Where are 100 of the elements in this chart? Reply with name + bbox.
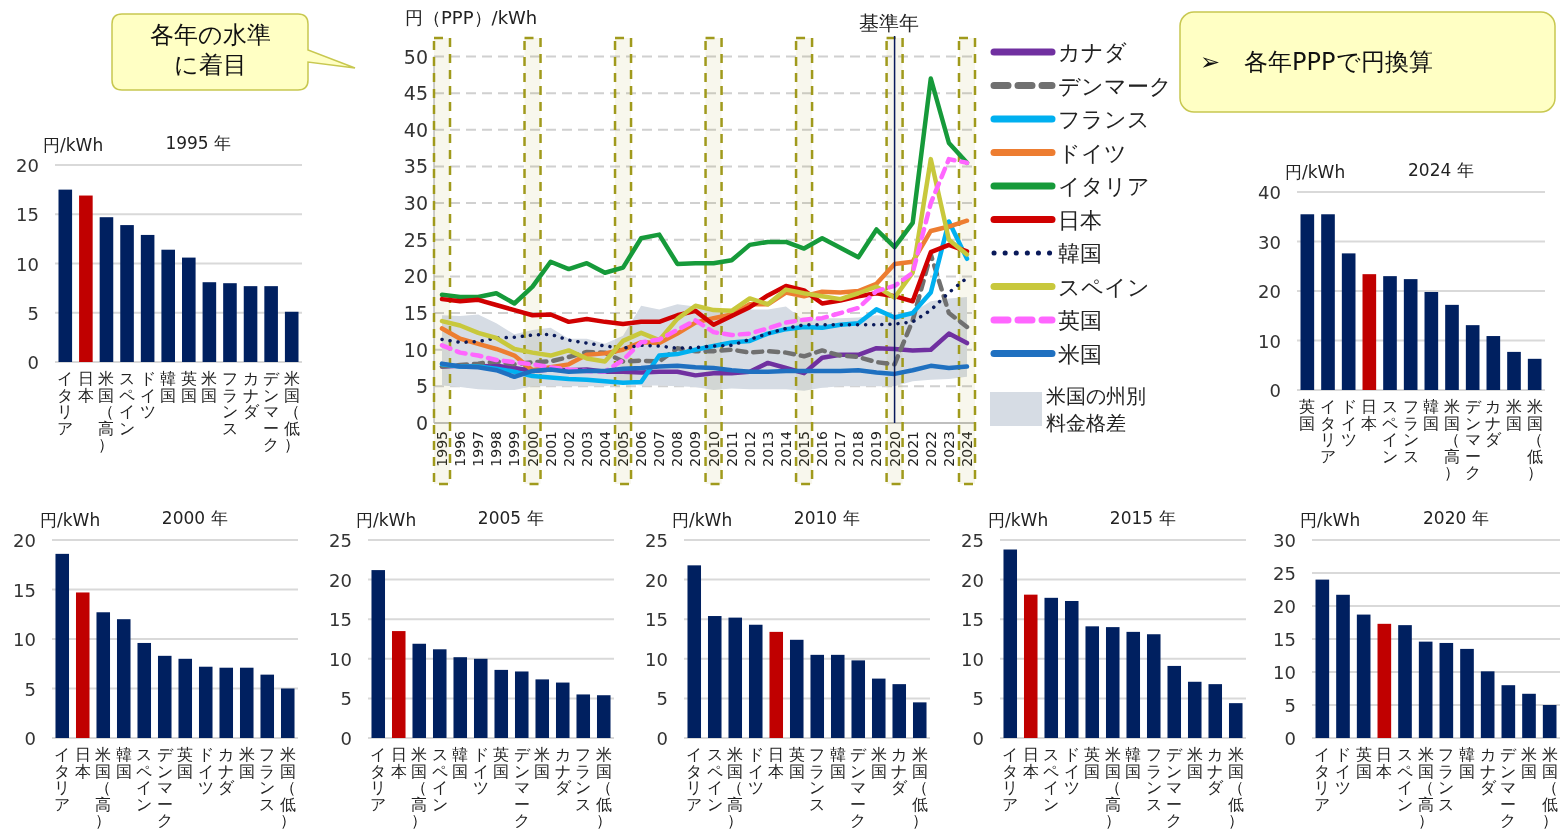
chart-title: 2020 年 [1423,508,1489,528]
x-tick-label: 英国 [1355,745,1372,781]
y-tick-label: 5 [415,375,428,398]
x-tick-label: 日本 [768,745,785,781]
x-tick-label: イタリア [1314,745,1331,814]
x-tick-label: 日本 [1361,397,1378,433]
bar [1044,597,1059,738]
line-series [439,252,970,369]
x-tick-label: 米国 [1186,745,1203,781]
x-tick-label: 2008 [669,431,686,467]
x-tick-label: スペイン [706,745,723,814]
y-tick-label: 35 [403,155,428,178]
bar [58,189,73,362]
bar [243,286,258,362]
x-tick-label: 米国（低） [1541,745,1558,830]
y-tick-label: 0 [340,728,352,749]
y-tick-label: 0 [656,728,668,749]
x-tick-label: 2019 [868,431,885,467]
x-tick-label: 1996 [452,430,469,467]
bar [1126,631,1141,738]
bar [96,612,111,738]
x-tick-label: 2006 [633,430,650,467]
bar [157,655,172,738]
x-tick-label: フランス [1145,745,1162,814]
x-tick-label: 英国 [180,369,197,405]
y-tick-label: 20 [961,569,984,591]
y-tick-label: 15 [645,609,668,631]
legend-label: デンマーク [1058,73,1172,99]
x-tick-label: 韓国 [115,745,132,781]
y-tick-label: 15 [961,609,984,631]
x-tick-label: 2004 [596,430,613,467]
bar [1445,304,1459,390]
bar [1341,253,1356,390]
x-tick-label: デンマーク [513,745,531,830]
x-tick-label: 韓国 [1459,745,1475,781]
x-tick-label: カナダ [1485,397,1503,449]
x-tick-label: 米国（高） [1104,745,1121,830]
x-tick-label: 日本 [390,745,407,781]
legend-label: 英国 [1058,308,1102,333]
x-tick-label: 英国 [1299,397,1316,433]
x-tick-label: 2020 [886,431,903,467]
x-tick-label: 英国 [788,745,805,781]
chart-title: 1995 年 [165,133,232,153]
y-tick-label: 25 [961,530,984,551]
x-tick-label: スペイン [1043,745,1060,814]
y-tick-label: 5 [972,688,984,710]
bar [596,695,611,738]
bar [1507,351,1521,390]
y-tick-label: 10 [645,648,668,670]
bar [202,282,217,362]
bar [1023,594,1038,738]
y-tick-label: 15 [1273,629,1296,650]
y-tick-label: 20 [1273,596,1296,617]
bar [137,642,152,738]
x-tick-label: 2002 [560,431,577,467]
legend-label: 日本 [1058,207,1102,233]
bar [1208,684,1223,738]
x-tick-label: イタリア [686,745,703,814]
x-tick-label: ドイツ [139,369,156,421]
chart-title: 2005 年 [477,508,544,528]
bar [1085,626,1100,738]
x-tick-label: 米国（低） [283,369,300,454]
x-tick-label: 2012 [741,431,758,467]
x-tick-label: 1999 [506,431,523,467]
x-tick-label: 2005 [615,431,632,467]
x-tick-label: ドイツ [1340,397,1357,449]
y-tick-label: 10 [1258,330,1281,352]
x-tick-label: カナダ [891,745,909,797]
x-tick-label: フランス [809,745,826,814]
y-tick-label: 0 [415,412,428,434]
bar [264,286,278,362]
bar [1315,579,1330,738]
bar [1486,336,1501,390]
x-tick-label: デンマーク [263,369,281,454]
bar [555,682,570,738]
y-tick-label: 30 [1273,530,1296,551]
x-tick-label: 米国 [238,745,255,781]
y-axis-title: 円/kWh [1285,162,1346,182]
text: 米国の州別料金格差 [1046,383,1147,437]
x-tick-label: カナダ [554,745,572,797]
y-axis-title: 円/kWh [43,135,104,155]
y-tick-label: 5 [27,302,39,324]
bar [140,234,155,362]
bar [1480,671,1495,738]
y-tick-label: 25 [403,228,428,251]
x-tick-label: 米国（低） [279,745,296,830]
y-tick-label: 20 [329,569,352,591]
x-tick-label: イタリア [57,369,74,438]
y-tick-label: 25 [329,530,352,551]
bar [912,702,927,738]
x-tick-label: 2011 [723,431,740,467]
bar [1300,214,1315,390]
bar [1105,627,1120,738]
chart-title: 2015 年 [1109,508,1176,528]
x-tick-label: フランス [1438,745,1455,814]
x-tick-label: 2010 [705,431,722,467]
bar [1003,549,1018,738]
x-tick-label: フランス [259,745,276,814]
y-axis-title: 円（PPP）/kWh [405,7,538,28]
x-tick-label: 日本 [74,745,91,781]
